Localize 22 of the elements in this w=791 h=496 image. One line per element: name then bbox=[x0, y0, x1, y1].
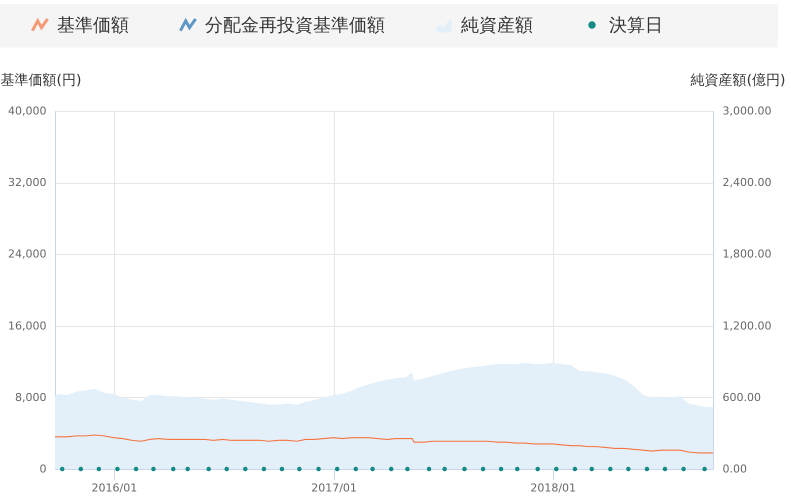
y2-axis-title: 純資産額(億円) bbox=[690, 72, 786, 88]
y2-tick-label: 0.00 bbox=[722, 462, 747, 476]
x-tick-label: 2017/01 bbox=[311, 482, 357, 494]
legend-label: 純資産額 bbox=[461, 15, 533, 36]
y-tick-label: 16,000 bbox=[8, 319, 46, 332]
legend-label: 決算日 bbox=[609, 15, 663, 36]
y2-tick-label: 2,400.00 bbox=[722, 176, 772, 190]
legend-label: 基準価額 bbox=[57, 15, 129, 36]
y-tick-label: 40,000 bbox=[8, 104, 46, 118]
y-tick-label: 8,000 bbox=[15, 390, 46, 404]
x-tick-label: 2018/01 bbox=[530, 482, 576, 494]
y-tick-label: 32,000 bbox=[8, 176, 46, 190]
y-axis-title: 基準価額(円) bbox=[0, 72, 82, 88]
y2-tick-label: 600.00 bbox=[722, 390, 761, 404]
y2-tick-label: 1,200.00 bbox=[722, 319, 772, 332]
y2-tick-label: 1,800.00 bbox=[722, 248, 772, 261]
legend-label: 分配金再投資基準価額 bbox=[205, 15, 385, 36]
x-tick-label: 2016/01 bbox=[91, 482, 138, 494]
y-tick-label: 24,000 bbox=[8, 248, 46, 261]
y-tick-label: 0 bbox=[40, 462, 46, 476]
line-series bbox=[54, 434, 714, 454]
y2-tick-label: 3,000.00 bbox=[722, 104, 772, 118]
